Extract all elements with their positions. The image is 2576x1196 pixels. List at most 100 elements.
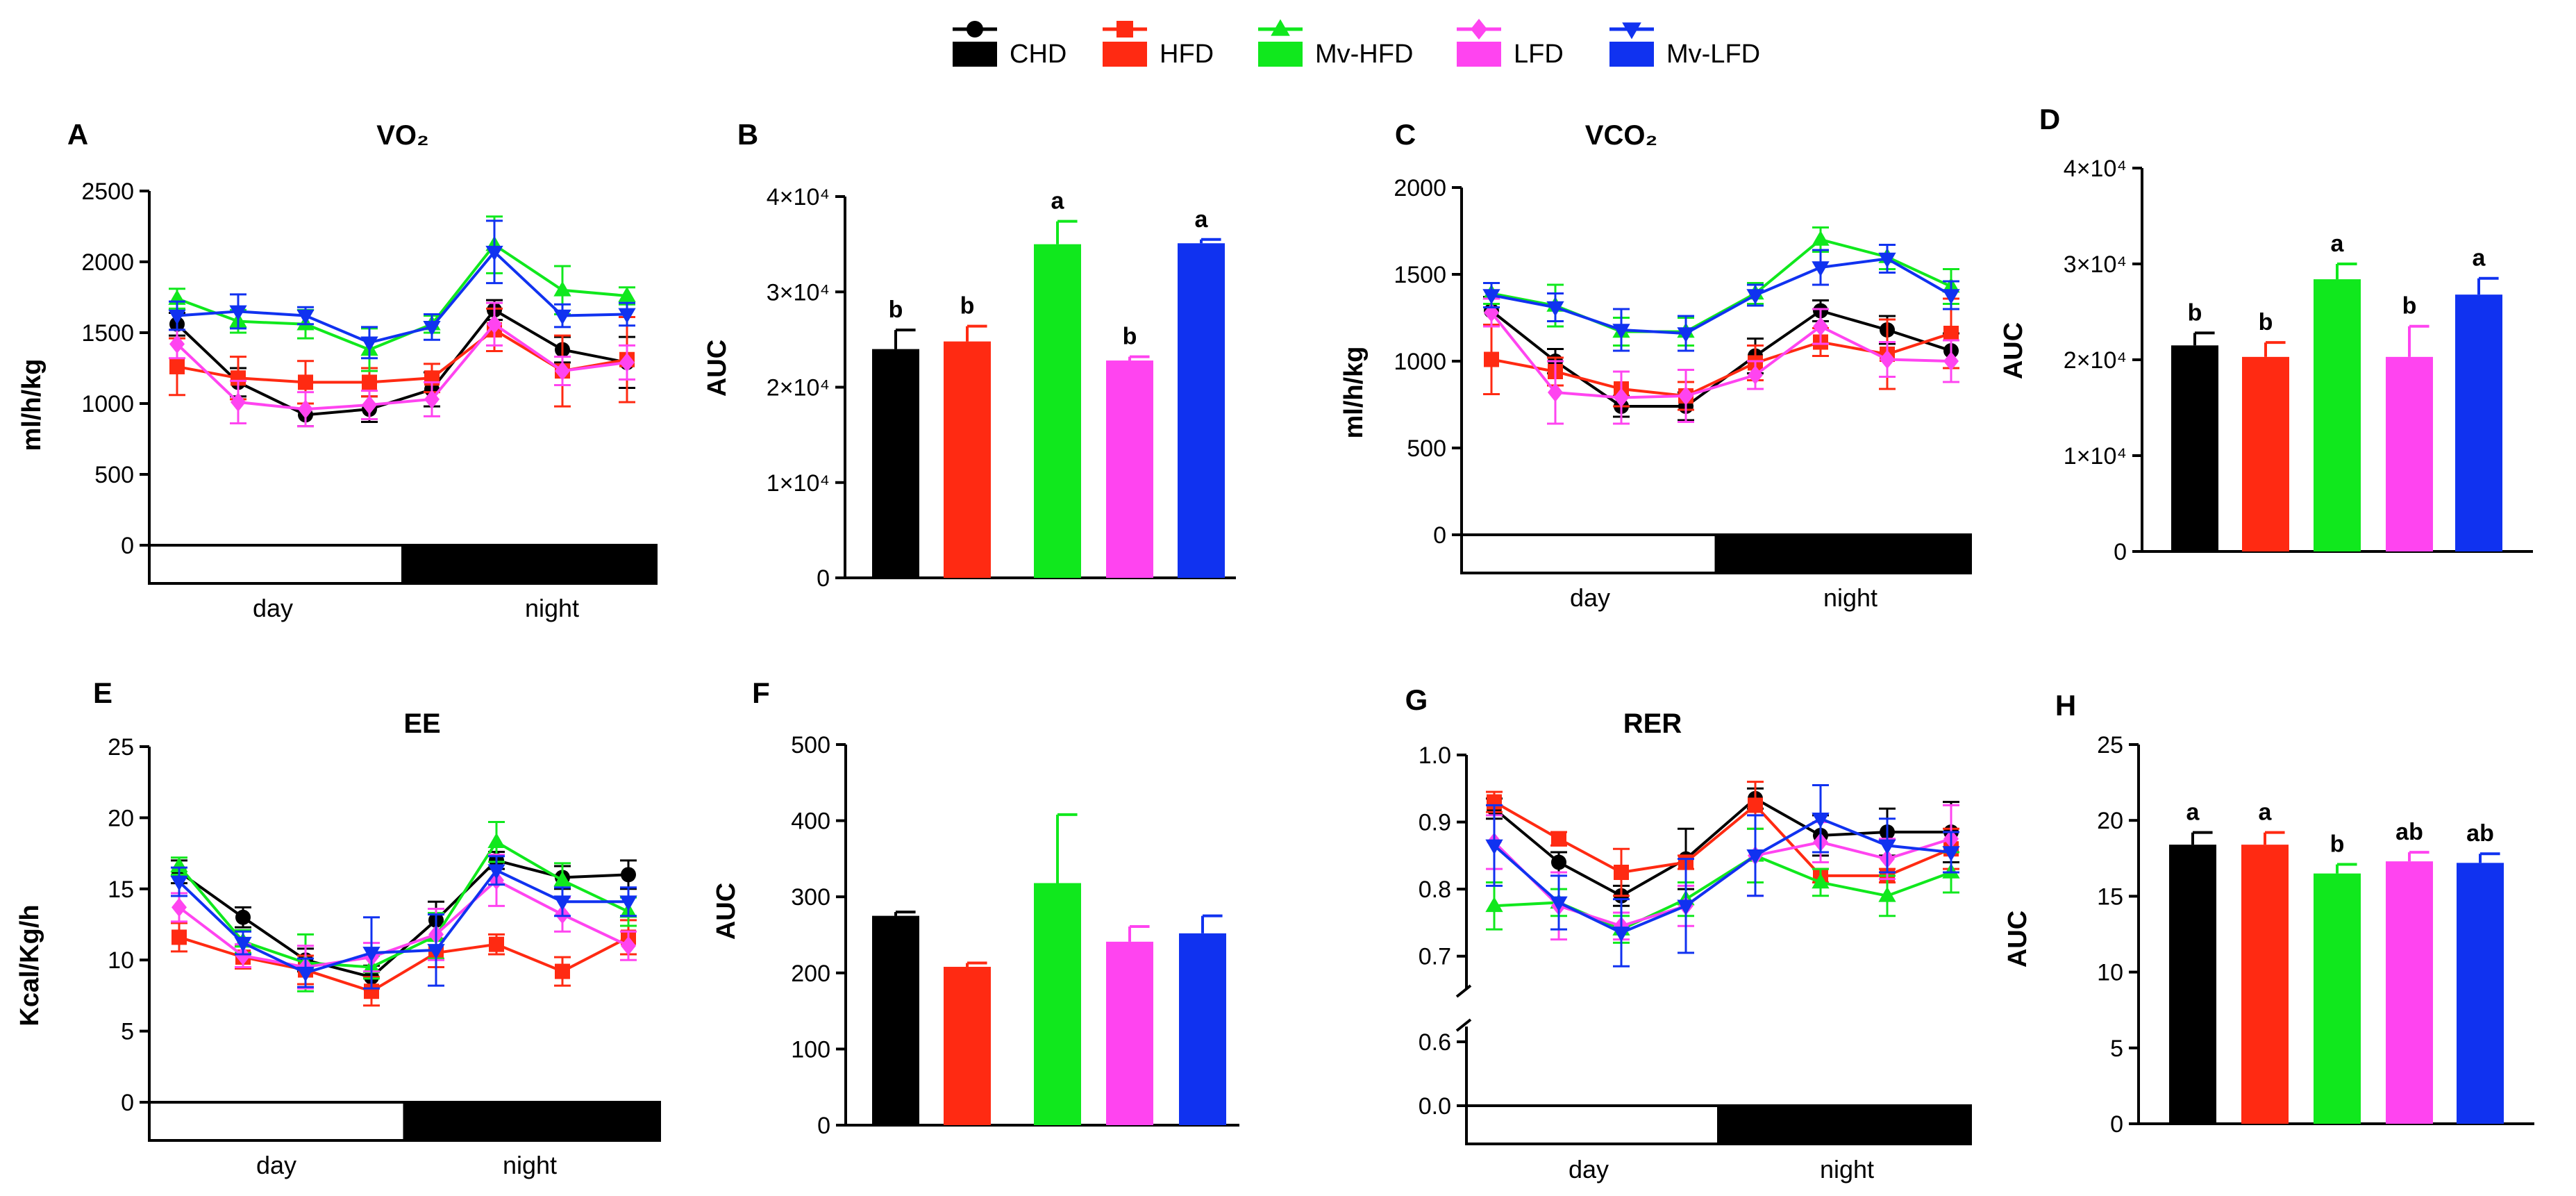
y-tick-label: 1500 (81, 320, 134, 347)
data-point (1612, 324, 1630, 340)
y-tick-label: 1.0 (1419, 742, 1451, 769)
y-tick-label: 5 (2110, 1036, 2123, 1062)
data-point (553, 309, 571, 325)
bar-LFD (1106, 941, 1153, 1125)
legend: CHD HFD Mv-HFD LFD Mv-LFD (953, 19, 1760, 69)
y-tick-label: 500 (791, 732, 830, 758)
data-point (487, 864, 505, 880)
night-bar (401, 544, 658, 585)
panel-title: VCO₂ (1585, 120, 1657, 151)
bar-Mv-HFD (1034, 883, 1081, 1125)
series-line (1493, 797, 1951, 898)
significance-letter: a (2186, 799, 2200, 826)
series-line (1490, 309, 1952, 408)
y-tick-label: 4×10⁴ (2064, 156, 2127, 182)
series-line (178, 868, 628, 974)
data-point (621, 936, 636, 956)
data-point (234, 936, 252, 952)
legend-marker (1471, 19, 1487, 40)
night-label: night (1820, 1155, 1874, 1183)
panel-title: VO₂ (376, 120, 429, 151)
data-point (1678, 386, 1693, 406)
y-tick-label: 0.0 (1419, 1093, 1451, 1120)
legend-swatch (1258, 42, 1303, 67)
y-tick-label: 0 (817, 1113, 830, 1139)
data-point (1746, 849, 1764, 865)
y-tick-label: 0.6 (1419, 1029, 1451, 1056)
significance-letter: b (2188, 299, 2202, 326)
y-tick-label: 15 (108, 877, 134, 903)
series-line (178, 879, 629, 969)
y-tick-label: 1500 (1394, 262, 1446, 288)
y-tick-label: 0.9 (1419, 810, 1451, 836)
series-line (178, 936, 629, 993)
legend-swatch (953, 42, 997, 67)
data-point (553, 871, 571, 887)
y-tick-label: 0 (121, 533, 134, 559)
data-point (1880, 349, 1895, 369)
data-point (231, 392, 246, 412)
bar-CHD (2169, 845, 2216, 1124)
panel-A: A VO₂ ml/h/kg 0 500 1000 1500 2000 2500 day night (17, 118, 658, 622)
panel-G: G RER 0.7 0.8 0.9 1.0 0.0 0.6 day night (1405, 683, 1972, 1183)
data-point (485, 245, 503, 261)
data-point (1942, 846, 1960, 862)
data-point (170, 875, 188, 891)
data-point (1942, 289, 1960, 305)
y-tick-label: 1000 (1394, 349, 1446, 375)
data-point (618, 286, 636, 302)
y-tick-label: 0.7 (1419, 944, 1451, 970)
data-point (362, 947, 380, 963)
series-line (1493, 817, 1952, 935)
y-tick-label: 10 (108, 947, 134, 974)
data-point (168, 309, 186, 325)
y-tick-label: 500 (1407, 435, 1446, 462)
data-point (1812, 230, 1830, 246)
day-bar (148, 1101, 406, 1142)
data-point (169, 358, 185, 374)
day-label: day (253, 594, 293, 622)
legend-marker (967, 21, 983, 38)
series-Mv-LFD (170, 855, 637, 990)
bar-HFD (2242, 356, 2289, 551)
series-line (176, 242, 628, 351)
bar-Mv-LFD (1179, 933, 1226, 1125)
data-point (427, 944, 445, 960)
data-point (555, 963, 570, 979)
significance-letter: b (2259, 309, 2273, 335)
panel-title: EE (403, 708, 440, 739)
data-point (1485, 897, 1503, 913)
y-tick-label: 1000 (81, 391, 134, 417)
bar-CHD (872, 349, 919, 578)
data-point (172, 897, 187, 917)
bar-Mv-LFD (1178, 243, 1225, 578)
data-point (489, 936, 504, 952)
y-tick-label: 10 (2097, 960, 2123, 986)
legend-label: Mv-LFD (1666, 40, 1760, 69)
y-tick-label: 2500 (81, 178, 134, 205)
data-point (1677, 899, 1695, 915)
data-point (229, 305, 247, 321)
y-tick-label: 2000 (81, 249, 134, 276)
bar-Mv-HFD (2314, 873, 2361, 1124)
y-tick-label: 1×10⁴ (2064, 443, 2127, 470)
data-point (423, 321, 441, 337)
legend-label: LFD (1514, 40, 1564, 69)
significance-letter: a (1195, 206, 1209, 233)
y-tick-label: 20 (2097, 808, 2123, 834)
day-bar (148, 544, 404, 585)
panel-F: F AUC 0 100 200 300 400 500 (712, 676, 1239, 1139)
series-line (1490, 311, 1952, 399)
data-point (1485, 839, 1503, 855)
series-line (1494, 800, 1952, 877)
data-point (487, 315, 502, 334)
y-tick-label: 300 (791, 884, 830, 911)
data-point (1550, 896, 1568, 912)
data-point (298, 374, 313, 390)
data-point (1482, 289, 1500, 305)
data-point (621, 867, 636, 883)
bar-LFD (2386, 861, 2433, 1124)
data-point (553, 895, 571, 911)
legend-swatch (1103, 42, 1147, 67)
